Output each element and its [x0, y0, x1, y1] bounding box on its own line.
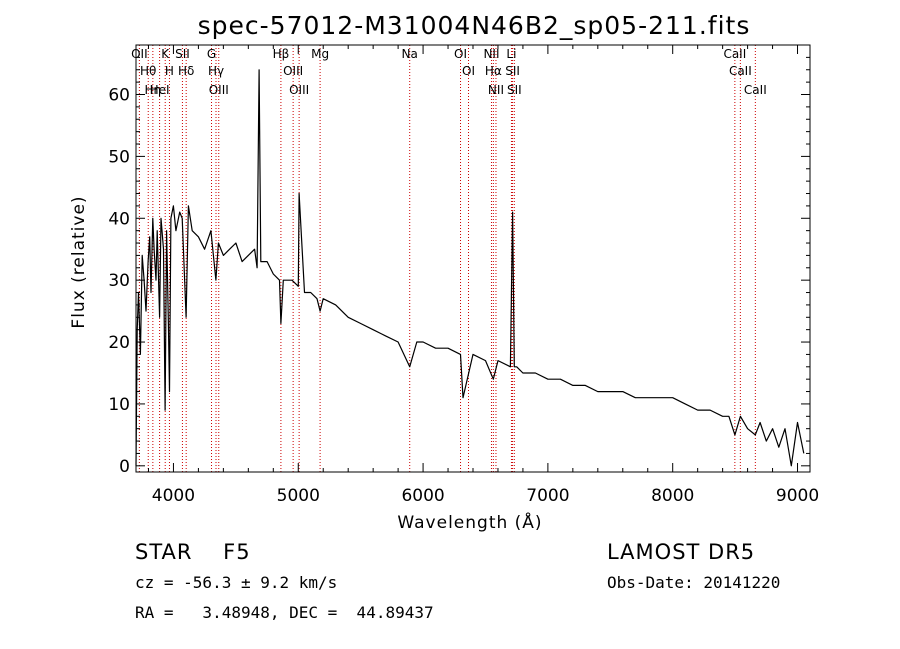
object-class: STAR F5	[135, 540, 251, 564]
line-marker-label-14: Mg	[311, 47, 329, 61]
x-tick-label: 8000	[651, 486, 694, 506]
line-marker-label-18: NII	[483, 47, 499, 61]
y-axis-ticks: 0 10 20 30 40 50 60	[108, 56, 810, 477]
line-marker-label-13: OIII	[289, 83, 309, 97]
line-markers	[138, 45, 756, 472]
line-marker-label-6: SII	[175, 47, 190, 61]
line-marker-label-5: H	[165, 64, 174, 78]
chart-title: spec-57012-M31004N46B2_sp05-211.fits	[198, 11, 751, 40]
line-marker-label-4: K	[161, 47, 170, 61]
line-marker-label-3: HeI	[150, 83, 170, 97]
line-marker-label-0: OII	[131, 47, 148, 61]
line-marker-label-17: OI	[462, 64, 475, 78]
line-marker-label-15: Na	[402, 47, 418, 61]
y-tick-label: 40	[108, 209, 130, 229]
plot-frame	[135, 44, 811, 473]
y-tick-label: 50	[108, 147, 130, 167]
line-marker-label-7: Hδ	[178, 64, 194, 78]
line-marker-label-26: CaII	[744, 83, 767, 97]
survey-name: LAMOST DR5	[607, 540, 756, 564]
x-axis-ticks: 4000 5000 6000 7000 8000 9000	[147, 45, 819, 506]
y-tick-label: 30	[108, 271, 130, 291]
line-marker-label-21: Li	[506, 47, 516, 61]
x-tick-label: 5000	[277, 486, 320, 506]
line-marker-label-11: Hβ	[273, 47, 290, 61]
line-marker-label-12: OIII	[283, 64, 303, 78]
line-marker-label-20: NII	[488, 83, 504, 97]
line-marker-label-24: CaII	[723, 47, 746, 61]
line-marker-label-25: CaII	[729, 64, 752, 78]
line-marker-label-1: Hθ	[140, 64, 156, 78]
x-tick-label: 6000	[401, 486, 444, 506]
line-marker-label-10: OIII	[209, 83, 229, 97]
line-marker-label-22: SII	[505, 64, 520, 78]
line-marker-label-8: G	[207, 47, 216, 61]
coordinates: RA = 3.48948, DEC = 44.89437	[135, 603, 434, 622]
observation-date: Obs-Date: 20141220	[607, 573, 781, 592]
line-marker-label-16: OI	[454, 47, 467, 61]
line-marker-label-9: Hγ	[208, 64, 224, 78]
x-tick-label: 9000	[776, 486, 819, 506]
line-marker-label-2: Hη	[145, 83, 162, 97]
y-tick-label: 10	[108, 395, 130, 415]
line-marker-label-19: Hα	[485, 64, 502, 78]
x-axis-label: Wavelength (Å)	[397, 511, 542, 533]
y-tick-label: 60	[108, 86, 130, 106]
y-tick-label: 0	[119, 457, 130, 477]
y-tick-label: 20	[108, 333, 130, 353]
x-tick-label: 7000	[526, 486, 569, 506]
spectrum-line	[135, 69, 805, 467]
line-marker-label-23: SII	[507, 83, 522, 97]
y-axis-label: Flux (relative)	[69, 195, 89, 328]
redshift-velocity: cz = -56.3 ± 9.2 km/s	[135, 573, 338, 592]
x-tick-label: 4000	[152, 486, 195, 506]
spectrum-series	[135, 69, 805, 467]
